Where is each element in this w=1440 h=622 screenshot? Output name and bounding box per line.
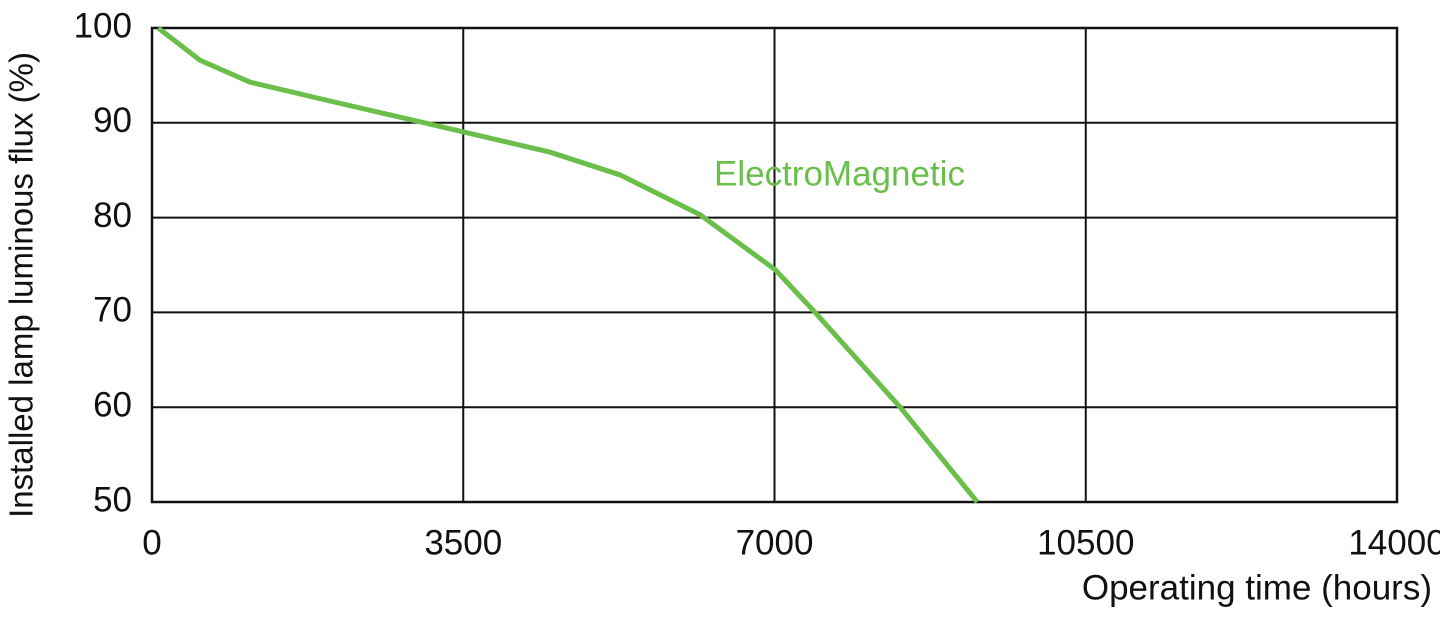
y-tick-label: 90: [93, 101, 132, 140]
y-tick-label: 70: [93, 291, 132, 330]
line: [156, 26, 980, 504]
x-tick-label: 14000: [1348, 523, 1440, 562]
x-tick-label: 3500: [424, 523, 502, 562]
x-tick-label: 10500: [1037, 523, 1134, 562]
x-tick-label: 7000: [736, 523, 814, 562]
y-axis-label: Installed lamp luminous flux (%): [3, 52, 40, 518]
x-axis-label: Operating time (hours): [1082, 568, 1432, 607]
y-tick-label: 60: [93, 385, 132, 424]
plot-frame: [150, 26, 1399, 504]
x-tick-label: 0: [142, 523, 161, 562]
series-label: ElectroMagnetic: [714, 154, 965, 193]
y-tick-label: 100: [74, 6, 132, 45]
y-tick-label: 50: [93, 480, 132, 519]
y-tick-label: 80: [93, 196, 132, 235]
